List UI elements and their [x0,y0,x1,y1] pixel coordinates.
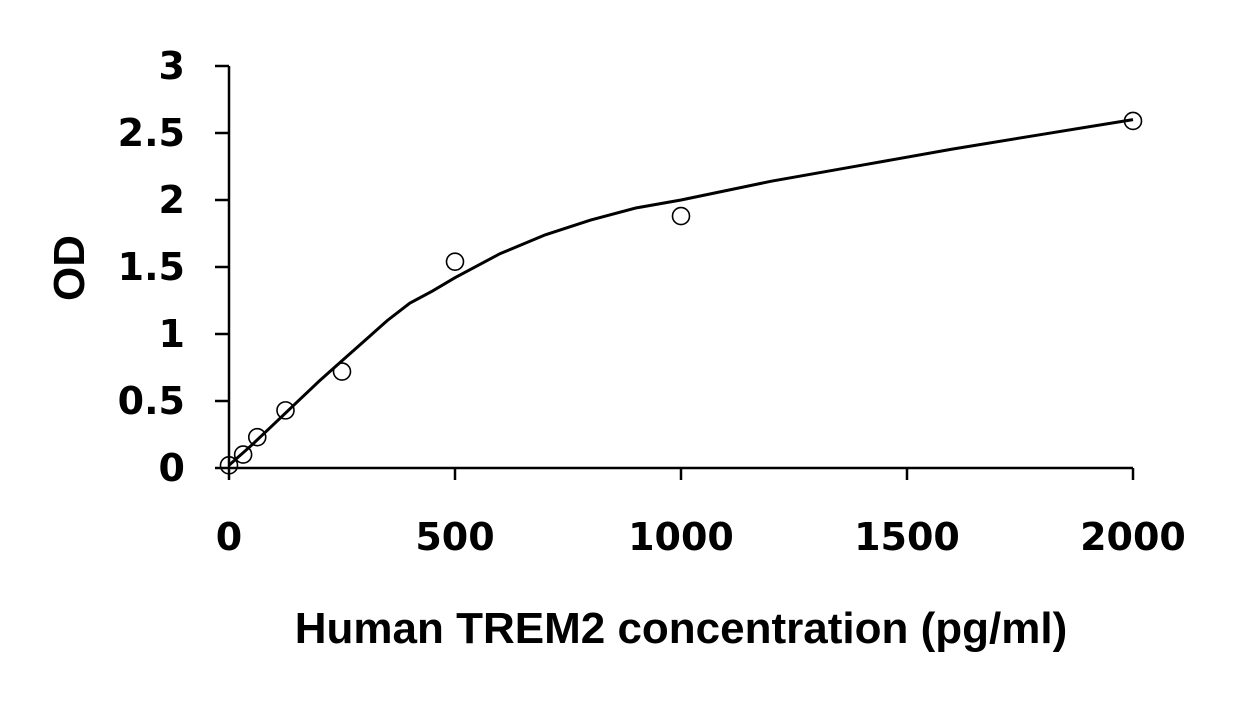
data-point [219,456,239,475]
y-axis-title: OD [45,235,94,301]
y-tick-label: 3 [159,44,185,88]
y-tick-label: 2.5 [118,111,185,155]
data-point [233,445,253,464]
data-point [445,252,465,271]
x-tick-label: 1500 [854,515,960,559]
x-axis-title: Human TREM2 concentration (pg/ml) [295,604,1067,653]
y-tick-label: 0 [159,446,185,490]
y-tick-label: 2 [159,178,185,222]
x-tick-label: 1000 [628,515,734,559]
y-tick-label: 1.5 [118,245,185,289]
data-point [332,362,352,381]
data-point [671,206,691,226]
plot-area: 0 0.5 1 1.5 2 2.5 3 0 500 1000 1500 2000 [118,44,1186,559]
data-point [276,401,295,420]
fit-curve-line [228,118,1134,467]
x-tick-label: 2000 [1080,515,1186,559]
y-tick-label: 1 [159,312,185,356]
data-point [247,427,267,447]
data-point [1123,111,1143,131]
y-tick-label: 0.5 [118,379,185,423]
x-tick-label: 0 [216,515,242,559]
x-tick-label: 500 [415,515,494,559]
